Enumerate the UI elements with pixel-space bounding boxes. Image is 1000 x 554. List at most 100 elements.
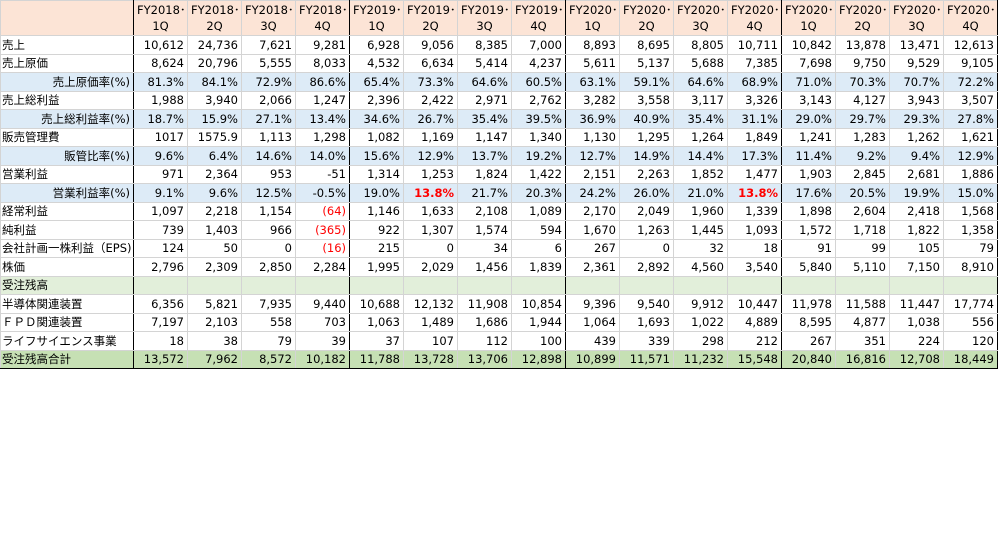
header-row: FY2018･ 1Q FY2018･ 2Q FY2018･ 3Q FY2018･ 4Q FY20… <box>0 0 998 36</box>
value-cell: 84.1% <box>187 72 242 92</box>
value-cell: 5,840 <box>781 257 836 277</box>
value-cell: 1,147 <box>457 127 512 147</box>
value-cell: 2,108 <box>457 201 512 221</box>
column-year: FY2020･ <box>785 3 834 17</box>
row-label: 純利益 <box>0 220 134 240</box>
value-cell: 1,886 <box>943 164 998 184</box>
value-cell: 739 <box>133 220 188 240</box>
row-label: 販売管理費 <box>0 127 134 147</box>
value-cell: 1,093 <box>727 220 782 240</box>
row-label: 売上 <box>0 35 134 55</box>
value-cell: 4,127 <box>835 90 890 110</box>
value-cell: 4,532 <box>349 53 404 73</box>
value-cell: 1,839 <box>511 257 566 277</box>
value-cell: 1,263 <box>619 220 674 240</box>
value-cell: 1,089 <box>511 201 566 221</box>
column-year: FY2018･ <box>191 3 240 17</box>
column-header: FY2020･ 3Q <box>889 0 944 36</box>
column-year: FY2020･ <box>893 3 942 17</box>
value-cell: 9,540 <box>619 294 674 314</box>
value-cell: 2,850 <box>241 257 296 277</box>
value-cell <box>673 275 728 295</box>
value-cell: 4,237 <box>511 53 566 73</box>
value-cell: 2,762 <box>511 90 566 110</box>
value-cell: 17,774 <box>943 294 998 314</box>
value-cell: 1,358 <box>943 220 998 240</box>
value-cell: 1,944 <box>511 312 566 332</box>
value-cell: 29.7% <box>835 109 890 129</box>
value-cell: 64.6% <box>457 72 512 92</box>
value-cell: 29.3% <box>889 109 944 129</box>
value-cell: 14.4% <box>673 146 728 166</box>
value-cell: 7,150 <box>889 257 944 277</box>
value-cell: 1,403 <box>187 220 242 240</box>
value-cell: 3,143 <box>781 90 836 110</box>
column-header: FY2019･ 2Q <box>403 0 458 36</box>
column-quarter: 3Q <box>260 19 277 33</box>
value-cell: 8,893 <box>565 35 620 55</box>
column-quarter: 3Q <box>908 19 925 33</box>
row-label: 株価 <box>0 257 134 277</box>
table-row: 会社計画一株利益（EPS) 124 50 0 (16) 215 0 34 6 267 0 32 18 91… <box>0 238 998 258</box>
value-cell: 6.4% <box>187 146 242 166</box>
value-cell: 1,824 <box>457 164 512 184</box>
table-row: 販売管理費 1017 1575.9 1,113 1,298 1,082 1,169 1,147… <box>0 127 998 147</box>
value-cell: 13,878 <box>835 35 890 55</box>
value-cell: 19.9% <box>889 183 944 203</box>
column-year: FY2018･ <box>245 3 294 17</box>
value-cell: 1,988 <box>133 90 188 110</box>
value-cell: 2,309 <box>187 257 242 277</box>
value-cell: 86.6% <box>295 72 350 92</box>
value-cell: 15,548 <box>727 349 782 369</box>
value-cell: 79 <box>241 331 296 351</box>
table-row: 売上総利益率(%) 18.7% 15.9% 27.1% 13.4% 34.6% 26.7% 3… <box>0 109 998 129</box>
value-cell: 68.9% <box>727 72 782 92</box>
value-cell: 8,572 <box>241 349 296 369</box>
value-cell: 6,928 <box>349 35 404 55</box>
value-cell: 0 <box>241 238 296 258</box>
table-row: 純利益 739 1,403 966 (365) 922 1,307 1,574 594 1,670… <box>0 220 998 240</box>
value-cell: 3,540 <box>727 257 782 277</box>
value-cell: 1,568 <box>943 201 998 221</box>
value-cell: (64) <box>295 201 350 221</box>
value-cell: 72.2% <box>943 72 998 92</box>
value-cell: 1,283 <box>835 127 890 147</box>
value-cell: 13.7% <box>457 146 512 166</box>
table-row: ＦＰＤ関連装置 7,197 2,103 558 703 1,063 1,489 1,686 1,… <box>0 312 998 332</box>
column-quarter: 4Q <box>314 19 331 33</box>
value-cell: 7,197 <box>133 312 188 332</box>
value-cell: -0.5% <box>295 183 350 203</box>
column-year: FY2019･ <box>353 3 402 17</box>
value-cell: 212 <box>727 331 782 351</box>
value-cell: 7,935 <box>241 294 296 314</box>
value-cell: 2,971 <box>457 90 512 110</box>
value-cell: 1,456 <box>457 257 512 277</box>
value-cell: 13,706 <box>457 349 512 369</box>
value-cell: 1,445 <box>673 220 728 240</box>
column-quarter: 2Q <box>638 19 655 33</box>
value-cell: 20.5% <box>835 183 890 203</box>
column-quarter: 4Q <box>746 19 763 33</box>
value-cell: 215 <box>349 238 404 258</box>
value-cell: 2,604 <box>835 201 890 221</box>
row-label: ライフサイエンス事業 <box>0 331 134 351</box>
value-cell: 1575.9 <box>187 127 242 147</box>
value-cell: 1,022 <box>673 312 728 332</box>
value-cell: 50 <box>187 238 242 258</box>
value-cell: 17.6% <box>781 183 836 203</box>
value-cell: 34 <box>457 238 512 258</box>
value-cell: 3,940 <box>187 90 242 110</box>
value-cell: -51 <box>295 164 350 184</box>
value-cell: 1,995 <box>349 257 404 277</box>
value-cell: 2,364 <box>187 164 242 184</box>
value-cell: 3,117 <box>673 90 728 110</box>
value-cell: 21.7% <box>457 183 512 203</box>
value-cell: 12.5% <box>241 183 296 203</box>
value-cell <box>241 275 296 295</box>
table-row: 営業利益 971 2,364 953 -51 1,314 1,253 1,824 1,422 2,… <box>0 164 998 184</box>
value-cell: 1,621 <box>943 127 998 147</box>
column-quarter: 3Q <box>476 19 493 33</box>
value-cell: 11,908 <box>457 294 512 314</box>
value-cell: 21.0% <box>673 183 728 203</box>
value-cell: 1,264 <box>673 127 728 147</box>
